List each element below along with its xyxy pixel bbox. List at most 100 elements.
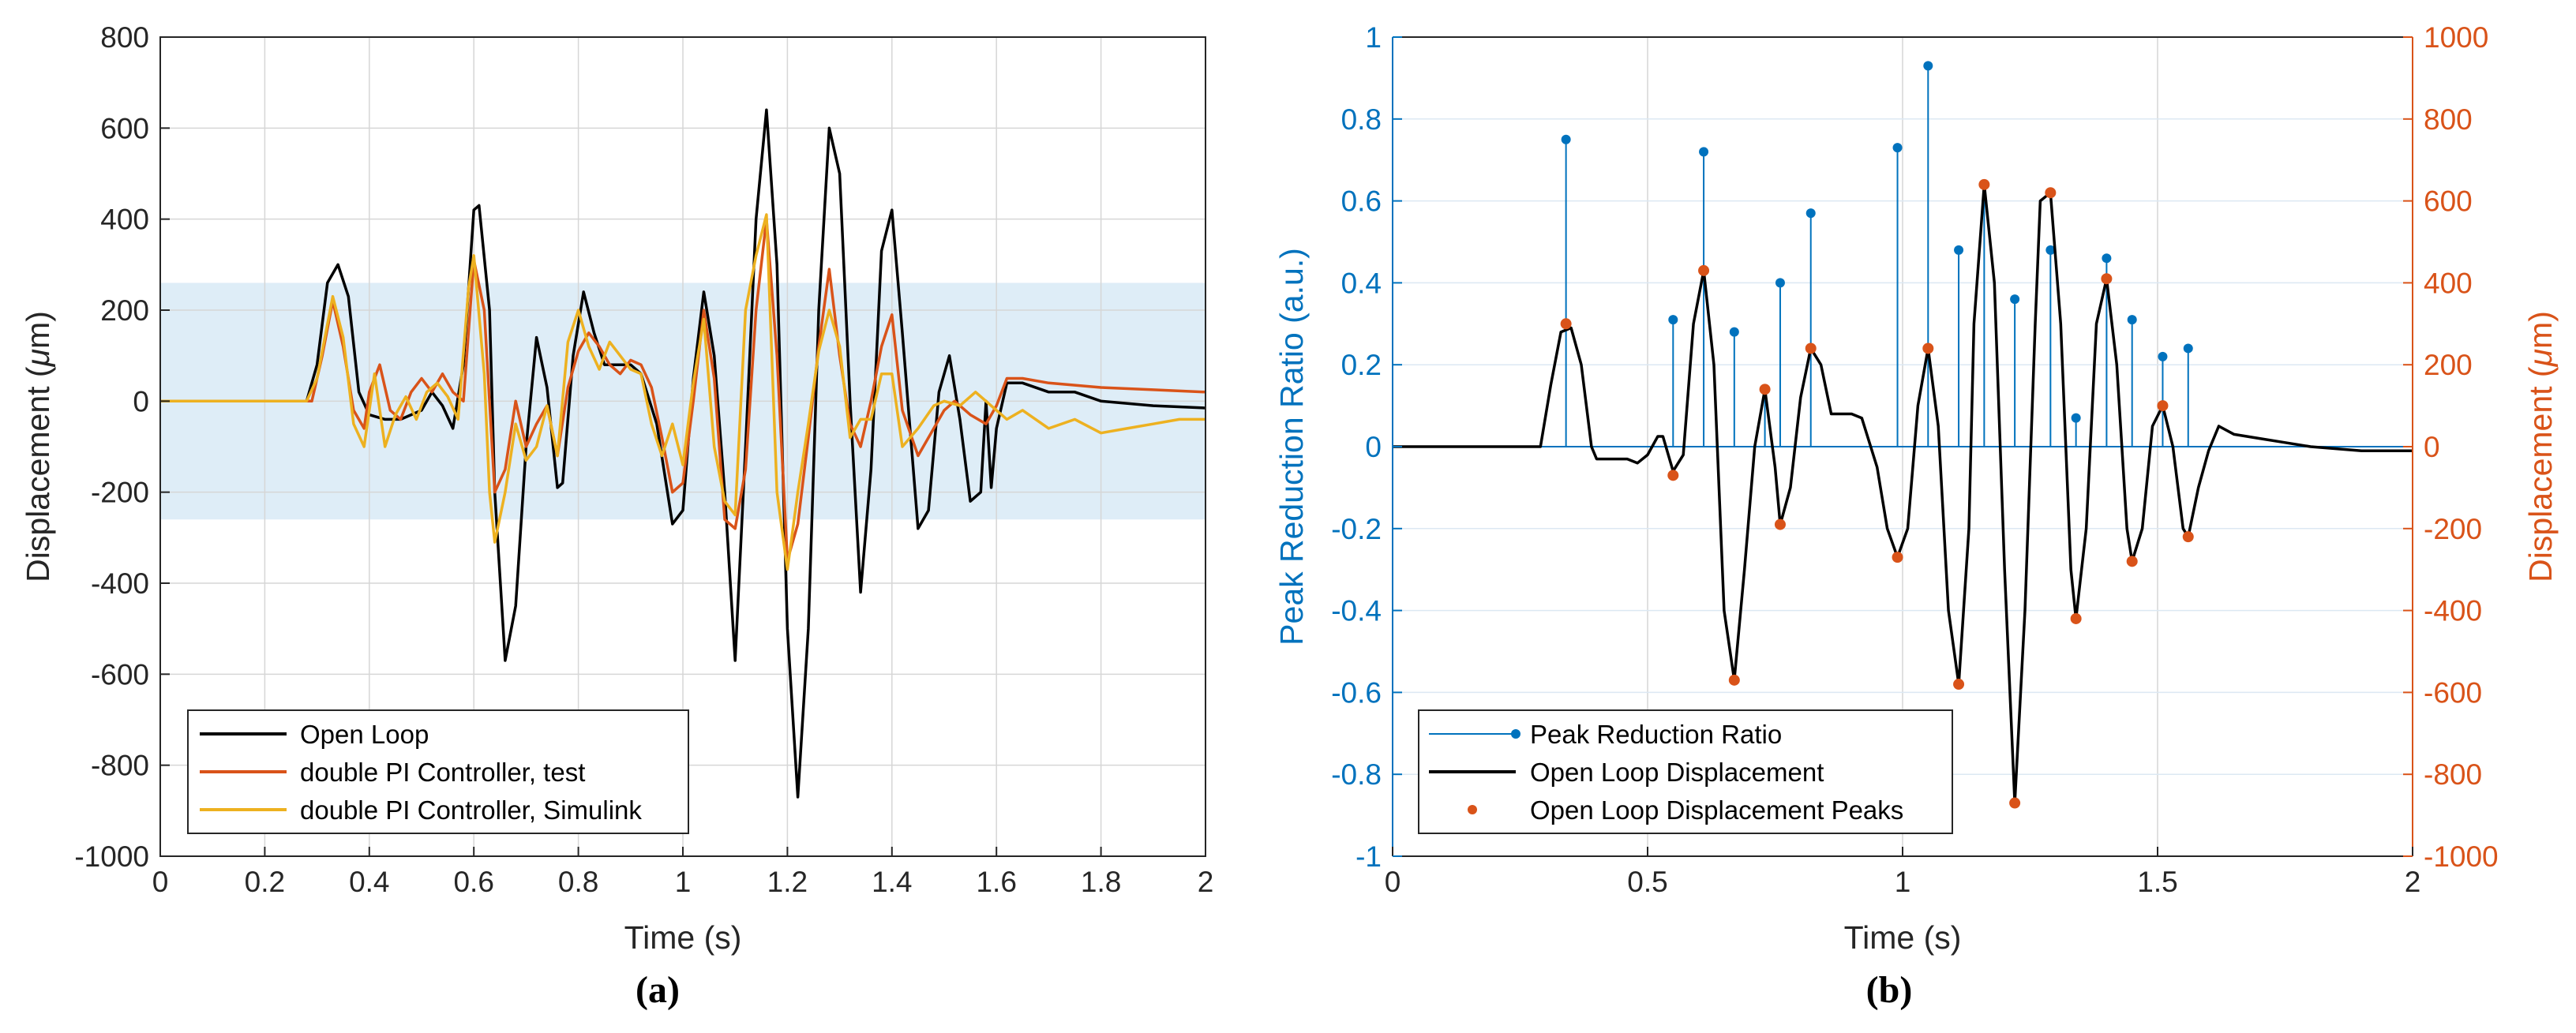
stem-marker <box>1699 147 1709 157</box>
x-axis-label-a: Time (s) <box>624 919 742 956</box>
peak-marker <box>1774 518 1786 530</box>
peak-marker <box>1978 178 1990 190</box>
y-left-tick-label-b: 0.2 <box>1341 349 1382 381</box>
legend-entry-ratio: Peak Reduction Ratio <box>1530 720 1782 749</box>
series-line-a-2 <box>160 213 1206 571</box>
x-tick-label-b: 0 <box>1385 866 1401 898</box>
stem-marker <box>2071 413 2081 423</box>
x-tick-label-a: 0.4 <box>349 866 389 898</box>
stem-marker <box>2158 351 2168 361</box>
peak-marker <box>1560 318 1572 330</box>
y-left-axis-label-b: Peak Reduction Ratio (a.u.) <box>1273 248 1310 646</box>
y-tick-label-a: -1000 <box>74 840 149 873</box>
legend-entry-displacement: Open Loop Displacement <box>1530 758 1824 787</box>
stems-b <box>1393 61 2413 447</box>
x-tick-label-a: 1 <box>675 866 692 898</box>
x-tick-label-b: 1 <box>1895 866 1911 898</box>
y-left-tick-label-b: -0.8 <box>1331 758 1382 791</box>
stem-marker <box>1775 278 1785 288</box>
y-left-tick-label-b: 0.6 <box>1341 185 1382 218</box>
y-right-tick-label-b: 400 <box>2424 267 2473 299</box>
y-right-tick-label-b: -600 <box>2424 676 2482 709</box>
x-tick-label-a: 0.6 <box>453 866 493 898</box>
legend-b: Peak Reduction Ratio Open Loop Displacem… <box>1418 709 1953 834</box>
y-axis-label-a: Displacement (μm) <box>20 311 56 582</box>
y-left-tick-label-b: -0.4 <box>1331 595 1382 627</box>
panel-a: 0 0.2 0.4 0.6 0.8 1 1.2 1.4 1.6 1.8 2 -1000 -800 -60… <box>20 21 1213 1011</box>
x-axis-label-b: Time (s) <box>1844 919 1962 956</box>
y-right-tick-label-b: 200 <box>2424 349 2473 381</box>
peak-marker <box>2101 273 2113 285</box>
y-right-ticks-b: -1000 -800 -600 -400 -200 0 200 400 600 800 1000 <box>2403 21 2499 873</box>
peak-marker <box>1728 674 1740 686</box>
x-tick-label-a: 2 <box>1198 866 1214 898</box>
y-ticks-a: -1000 -800 -600 -400 -200 0 200 400 600 800 <box>74 21 170 873</box>
peak-marker <box>2182 531 2194 543</box>
y-tick-label-a: 800 <box>100 21 149 54</box>
panel-label-b: (b) <box>1866 969 1913 1011</box>
x-ticks-a: 0 0.2 0.4 0.6 0.8 1 1.2 1.4 1.6 1.8 2 <box>152 847 1214 898</box>
peak-marker <box>1953 679 1965 691</box>
y-tick-label-a: 600 <box>100 112 149 144</box>
stem-marker <box>2183 343 2193 354</box>
y-tick-label-a: -400 <box>91 567 149 600</box>
stem-marker <box>1561 134 1571 144</box>
peak-marker <box>1667 470 1679 481</box>
stem-marker <box>1892 143 1903 153</box>
peak-marker <box>1892 552 1903 563</box>
y-left-tick-label-b: 1 <box>1365 21 1382 54</box>
x-ticks-b: 0 0.5 1 1.5 2 <box>1385 847 2421 898</box>
y-right-tick-label-b: -200 <box>2424 513 2482 545</box>
x-tick-label-a: 0.2 <box>245 866 285 898</box>
stem-marker <box>1954 245 1964 255</box>
y-left-tick-label-b: -0.6 <box>1331 676 1382 709</box>
y-left-ticks-b: -1 -0.8 -0.6 -0.4 -0.2 0 0.2 0.4 0.6 0.8 1 <box>1331 21 1402 873</box>
y-left-tick-label-b: 0.8 <box>1341 103 1382 136</box>
series-line-a-1 <box>160 217 1206 562</box>
peak-marker <box>2009 797 2021 809</box>
x-tick-label-a: 1.8 <box>1081 866 1121 898</box>
y-tick-label-a: 400 <box>100 204 149 236</box>
y-right-axis-label-b: Displacement (μm) <box>2522 311 2559 582</box>
x-tick-label-a: 0 <box>152 866 169 898</box>
x-tick-label-a: 1.2 <box>767 866 808 898</box>
peak-marker <box>2045 187 2057 199</box>
legend-swatch-ratio-marker <box>1511 729 1520 739</box>
legend-a: Open Loop double PI Controller, test dou… <box>187 709 689 834</box>
y-left-tick-label-b: 0 <box>1365 431 1382 463</box>
legend-entry-pi-test: double PI Controller, test <box>300 758 585 787</box>
stem-marker <box>1729 327 1739 337</box>
peaks-b <box>1560 178 2194 809</box>
y-right-tick-label-b: -1000 <box>2424 840 2499 873</box>
legend-entry-peaks: Open Loop Displacement Peaks <box>1530 795 1903 825</box>
peak-marker <box>1698 264 1710 276</box>
y-right-tick-label-b: 800 <box>2424 103 2473 136</box>
stem-marker <box>2102 253 2112 264</box>
x-tick-label-b: 0.5 <box>1627 866 1667 898</box>
x-tick-label-a: 1.6 <box>976 866 1016 898</box>
panel-label-a: (a) <box>636 969 680 1011</box>
y-left-tick-label-b: 0.4 <box>1341 267 1382 299</box>
peak-marker <box>2157 400 2169 412</box>
y-right-tick-label-b: 0 <box>2424 431 2440 463</box>
stem-marker <box>1668 315 1678 325</box>
stem-marker <box>2127 315 2137 325</box>
legend-swatch-peaks <box>1468 805 1477 814</box>
x-tick-label-a: 1.4 <box>872 866 912 898</box>
peak-marker <box>1805 342 1817 354</box>
peak-marker <box>2126 556 2138 567</box>
legend-entry-pi-simulink: double PI Controller, Simulink <box>300 795 642 825</box>
stem-marker <box>2045 245 2056 255</box>
y-tick-label-a: -800 <box>91 750 149 782</box>
x-tick-label-b: 1.5 <box>2137 866 2177 898</box>
stem-marker <box>2010 294 2020 305</box>
open-loop-displacement-line <box>1393 183 2413 805</box>
legend-entry-open-loop: Open Loop <box>300 720 429 749</box>
stem-marker <box>1805 208 1816 219</box>
stem-marker <box>1923 61 1933 71</box>
y-left-tick-label-b: -0.2 <box>1331 513 1382 545</box>
y-right-tick-label-b: -800 <box>2424 758 2482 791</box>
y-tick-label-a: 0 <box>133 385 149 417</box>
x-tick-label-b: 2 <box>2405 866 2421 898</box>
